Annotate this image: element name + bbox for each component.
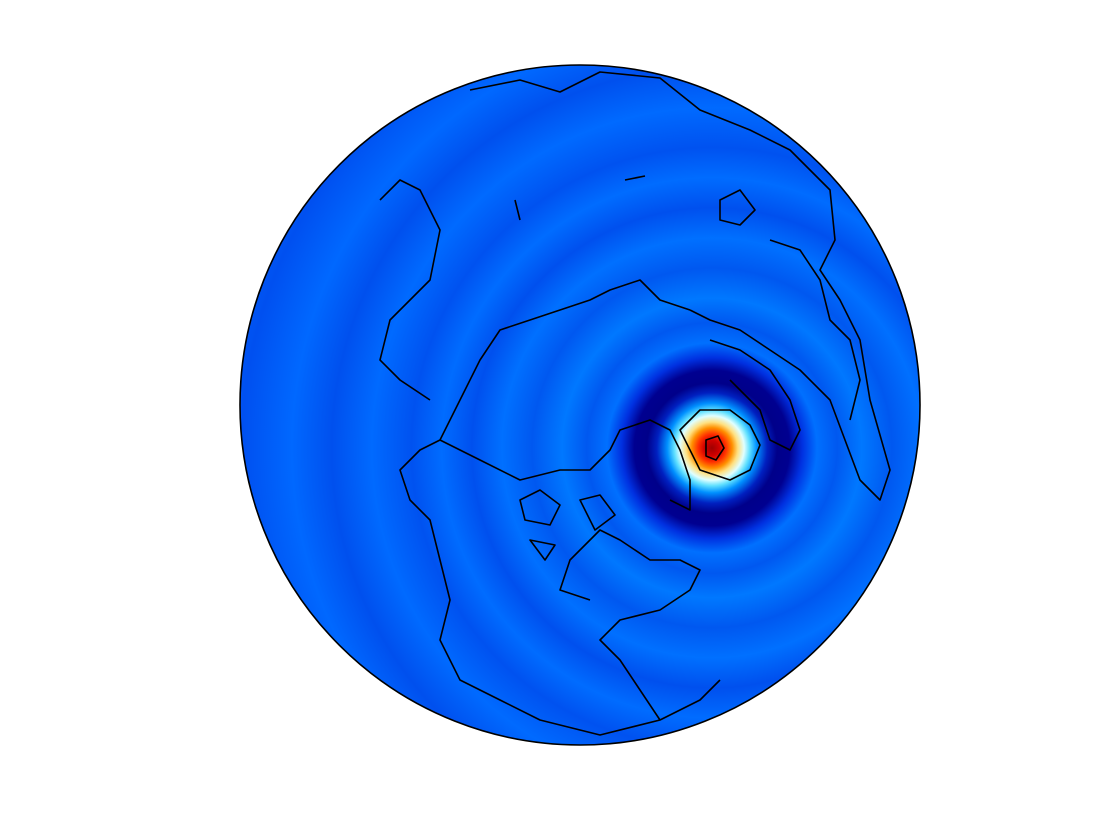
globe <box>240 65 920 745</box>
coastline <box>514 175 756 226</box>
globe-outline <box>239 64 921 746</box>
coastline <box>439 419 691 511</box>
field <box>240 65 920 745</box>
coastline <box>469 71 891 501</box>
coastline <box>399 279 721 736</box>
coastline <box>705 435 725 461</box>
coastline <box>519 489 616 561</box>
coastline <box>709 339 801 451</box>
coastline <box>379 179 441 401</box>
coastline <box>559 529 701 721</box>
coastline <box>769 239 861 421</box>
coastline <box>679 409 761 481</box>
